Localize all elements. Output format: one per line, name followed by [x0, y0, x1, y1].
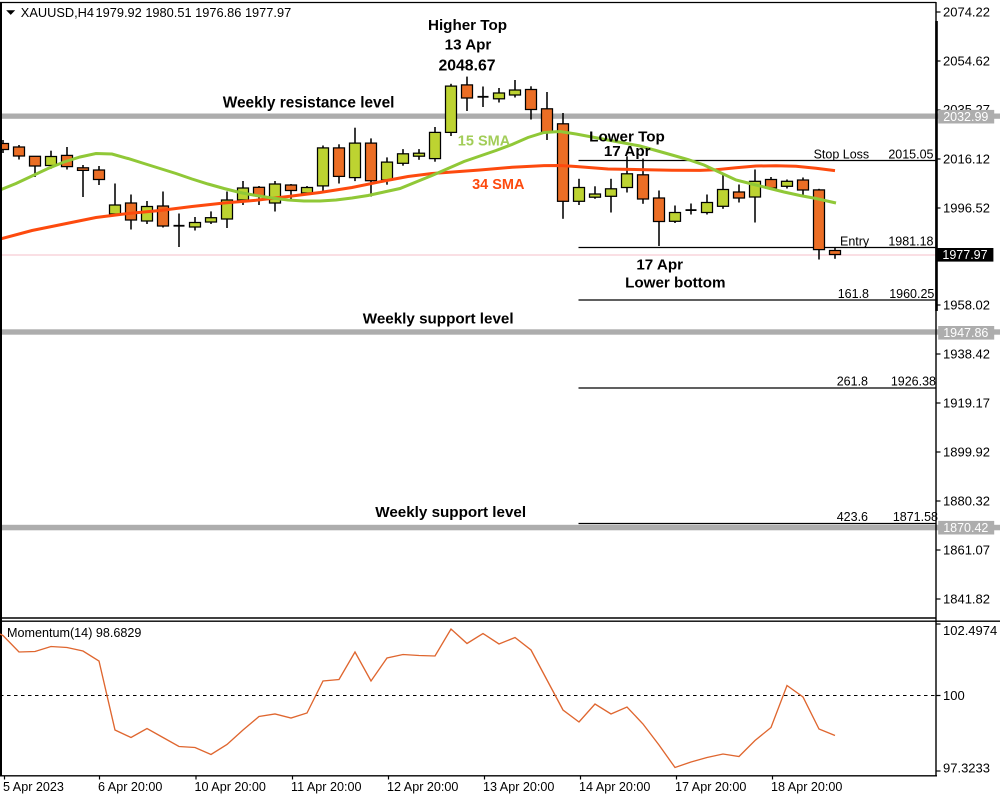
svg-text:1841.82: 1841.82 [943, 592, 990, 607]
svg-text:Stop Loss: Stop Loss [814, 148, 870, 162]
svg-text:12 Apr 20:00: 12 Apr 20:00 [387, 780, 458, 794]
svg-text:97.3233: 97.3233 [943, 761, 990, 776]
svg-text:Lower Top: Lower Top [589, 129, 665, 146]
svg-text:Higher Top: Higher Top [428, 17, 507, 34]
svg-text:1861.07: 1861.07 [943, 543, 990, 558]
svg-text:1947.86: 1947.86 [943, 326, 988, 340]
svg-text:18 Apr 20:00: 18 Apr 20:00 [771, 780, 842, 794]
svg-text:2074.22: 2074.22 [943, 5, 990, 20]
svg-text:Weekly resistance level: Weekly resistance level [223, 95, 395, 112]
svg-text:1899.92: 1899.92 [943, 445, 990, 460]
svg-text:17 Apr 20:00: 17 Apr 20:00 [675, 780, 746, 794]
svg-text:161.8: 161.8 [838, 287, 869, 301]
svg-text:17 Apr: 17 Apr [636, 256, 683, 273]
svg-text:13 Apr 20:00: 13 Apr 20:00 [483, 780, 554, 794]
svg-text:1926.38: 1926.38 [891, 375, 936, 389]
svg-text:Weekly support level: Weekly support level [375, 504, 526, 521]
svg-text:13 Apr: 13 Apr [445, 37, 492, 54]
svg-text:1960.25: 1960.25 [889, 287, 934, 301]
svg-text:261.8: 261.8 [837, 375, 868, 389]
svg-text:423.6: 423.6 [837, 510, 868, 524]
svg-text:34 SMA: 34 SMA [472, 177, 525, 193]
svg-text:2048.67: 2048.67 [438, 58, 495, 75]
svg-text:XAUUSD,H4: XAUUSD,H4 [21, 5, 94, 20]
svg-text:1981.18: 1981.18 [888, 235, 933, 249]
svg-text:14 Apr 20:00: 14 Apr 20:00 [579, 780, 650, 794]
svg-text:102.4974: 102.4974 [943, 623, 997, 638]
svg-text:1919.17: 1919.17 [943, 396, 990, 411]
svg-text:1880.32: 1880.32 [943, 494, 990, 509]
svg-text:5 Apr 2023: 5 Apr 2023 [3, 780, 64, 794]
svg-text:1870.42: 1870.42 [943, 521, 988, 535]
svg-text:Momentum(14) 98.6829: Momentum(14) 98.6829 [7, 626, 141, 640]
svg-text:2015.05: 2015.05 [888, 148, 933, 162]
svg-text:6 Apr 20:00: 6 Apr 20:00 [98, 780, 162, 794]
svg-text:2016.12: 2016.12 [943, 152, 990, 167]
svg-text:1871.58: 1871.58 [893, 510, 938, 524]
svg-text:Entry: Entry [840, 235, 870, 249]
svg-text:17 Apr: 17 Apr [604, 143, 651, 160]
svg-text:2032.99: 2032.99 [943, 110, 988, 124]
svg-text:100: 100 [943, 688, 965, 703]
svg-text:Lower bottom: Lower bottom [625, 275, 725, 292]
svg-text:1958.02: 1958.02 [943, 298, 990, 313]
svg-text:2054.62: 2054.62 [943, 54, 990, 69]
svg-text:1996.52: 1996.52 [943, 201, 990, 216]
svg-text:1977.97: 1977.97 [942, 248, 987, 262]
svg-text:1979.92 1980.51 1976.86 1977.9: 1979.92 1980.51 1976.86 1977.97 [96, 5, 292, 20]
svg-text:10 Apr 20:00: 10 Apr 20:00 [195, 780, 266, 794]
svg-text:11 Apr 20:00: 11 Apr 20:00 [291, 780, 362, 794]
svg-text:15 SMA: 15 SMA [458, 134, 511, 150]
svg-text:Weekly support level: Weekly support level [363, 311, 514, 328]
svg-text:1938.42: 1938.42 [943, 347, 990, 362]
